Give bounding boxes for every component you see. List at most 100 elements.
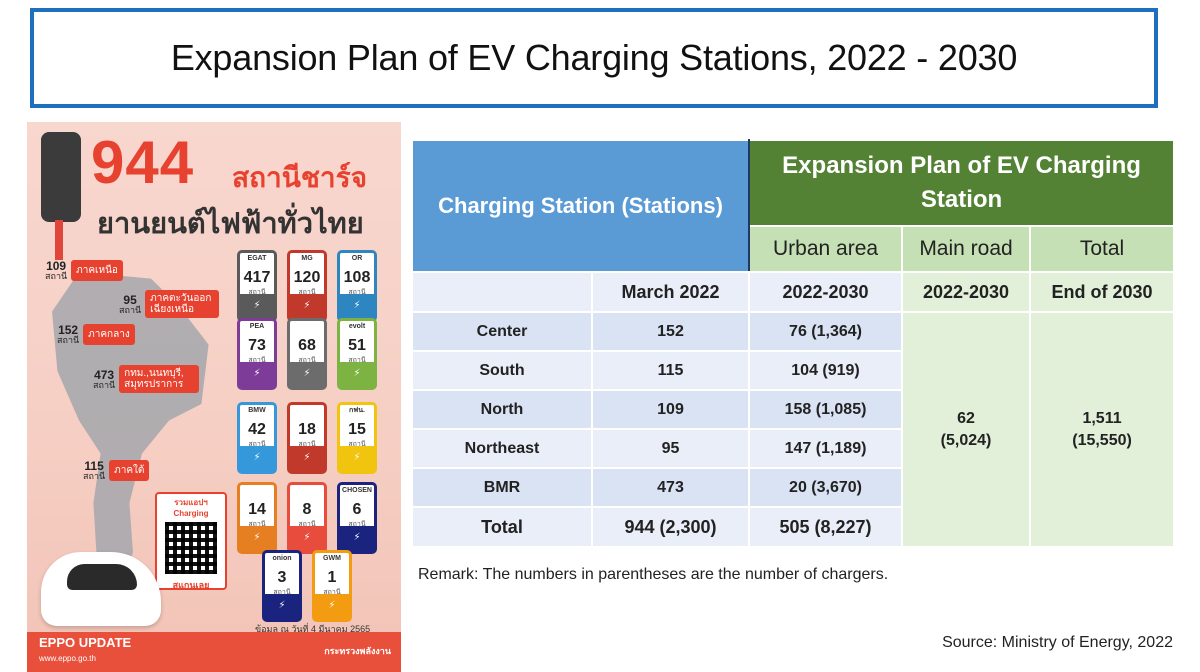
station-unit: สถานี	[298, 521, 316, 528]
region-callout: 473 สถานี กทม.,นนทบุรี, สมุทรปราการ	[93, 365, 200, 393]
infographic-heading-line2: ยานยนต์ไฟฟ้าทั่วไทย	[97, 208, 364, 240]
station-unit: สถานี	[298, 289, 316, 296]
region-label: ภาคตะวันออกเฉียงเหนือ	[145, 290, 220, 318]
charger-plug-icon	[41, 132, 81, 260]
footer-ministry: กระทรวงพลังงาน	[324, 646, 391, 656]
station-unit: สถานี	[323, 589, 341, 596]
total-urban: 505 (8,227)	[748, 506, 904, 548]
lightning-bolt-icon: ⚡	[303, 532, 311, 543]
urban-cell: 104 (919)	[748, 350, 904, 391]
header-expansion-plan: Expansion Plan of EV Charging Station	[748, 139, 1176, 227]
ev-infographic: 944 สถานีชาร์จ ยานยนต์ไฟฟ้าทั่วไทย 109 สถ…	[27, 122, 401, 672]
header-charging-station: Charging Station (Stations)	[410, 139, 751, 273]
march-cell: 109	[590, 389, 751, 430]
lightning-bolt-icon: ⚡	[253, 532, 261, 543]
urban-cell: 20 (3,670)	[748, 467, 904, 508]
station-unit: สถานี	[248, 521, 266, 528]
source-note: Source: Ministry of Energy, 2022	[942, 634, 1173, 651]
total-value: 1,511	[1082, 409, 1122, 427]
region-unit: สถานี	[45, 271, 68, 281]
region-unit: สถานี	[57, 335, 80, 345]
region-label: กทม.,นนทบุรี, สมุทรปราการ	[119, 365, 200, 393]
lightning-bolt-icon: ⚡	[353, 532, 361, 543]
qr-scan-label: สแกนเลย	[172, 580, 210, 590]
charging-station-card: OR 108 สถานี ⚡	[337, 250, 377, 322]
total-label: Total	[411, 506, 593, 548]
station-count: 15	[348, 421, 366, 438]
region-callout: 95 สถานี ภาคตะวันออกเฉียงเหนือ	[119, 290, 220, 318]
march-cell: 115	[590, 350, 751, 391]
urban-cell: 147 (1,189)	[748, 428, 904, 469]
station-unit: สถานี	[348, 521, 366, 528]
brand-logo: MG	[301, 255, 313, 262]
station-count: 120	[293, 269, 321, 286]
col-end-of-2030: End of 2030	[1029, 271, 1176, 313]
lightning-bolt-icon: ⚡	[303, 452, 311, 463]
data-date-note: ข้อมูล ณ วันที่ 4 มีนาคม 2565	[255, 624, 371, 634]
station-count: 417	[243, 269, 271, 286]
lightning-bolt-icon: ⚡	[253, 452, 261, 463]
lightning-bolt-icon: ⚡	[303, 368, 311, 379]
main-road-merged-cell: 62 (5,024)	[901, 311, 1032, 548]
brand-logo: PEA	[249, 323, 265, 330]
march-cell: 473	[590, 467, 751, 508]
march-cell: 95	[590, 428, 751, 469]
lightning-bolt-icon: ⚡	[328, 600, 336, 611]
charging-station-card: GWM 1 สถานี ⚡	[312, 550, 352, 622]
footer-site: www.eppo.go.th	[39, 654, 96, 663]
brand-logo: CHOSEN	[342, 487, 372, 494]
station-count: 73	[248, 337, 266, 354]
region-cell: Northeast	[411, 428, 593, 469]
station-count: 6	[352, 501, 362, 518]
electric-car-icon	[41, 552, 161, 626]
station-count: 1	[327, 569, 337, 586]
corner-cell	[411, 271, 593, 313]
charging-station-card: EGAT 417 สถานี ⚡	[237, 250, 277, 322]
footer-title: EPPO UPDATE	[39, 635, 132, 650]
page-title: Expansion Plan of EV Charging Stations, …	[170, 37, 1018, 78]
station-unit: สถานี	[248, 289, 266, 296]
total-merged-cell: 1,511 (15,550)	[1029, 311, 1176, 548]
region-count: 473	[94, 367, 115, 382]
infographic-footer: EPPO UPDATE www.eppo.go.th กระทรวงพลังงา…	[27, 632, 401, 672]
brand-logo	[290, 485, 324, 497]
charging-station-card: 18 สถานี ⚡	[287, 402, 327, 474]
table-row: North 109 158 (1,085)	[411, 389, 1174, 430]
brand-logo	[290, 405, 324, 417]
col-main-road-period: 2022-2030	[901, 271, 1032, 313]
charging-station-card: กฟน. 15 สถานี ⚡	[337, 402, 377, 474]
brand-logo: กฟน.	[349, 407, 365, 414]
subheader-urban-area: Urban area	[748, 225, 904, 273]
lightning-bolt-icon: ⚡	[353, 368, 361, 379]
infographic-heading-line1: สถานีชาร์จ	[232, 162, 368, 193]
main-road-chargers: (5,024)	[940, 431, 992, 449]
region-count: 95	[123, 292, 137, 307]
charging-station-card: evolt 51 สถานี ⚡	[337, 318, 377, 390]
region-label: ภาคใต้	[109, 460, 150, 481]
station-unit: สถานี	[348, 289, 366, 296]
table-total-row: Total 944 (2,300) 505 (8,227)	[411, 506, 1174, 548]
brand-logo: OR	[351, 255, 363, 262]
brand-logo: BMW	[248, 407, 266, 414]
expansion-plan-table: Charging Station (Stations) Expansion Pl…	[410, 139, 1176, 548]
main-road-value: 62	[957, 409, 975, 427]
station-count: 18	[298, 421, 316, 438]
col-urban-period: 2022-2030	[748, 271, 904, 313]
title-box: Expansion Plan of EV Charging Stations, …	[30, 8, 1158, 108]
brand-logo	[290, 321, 324, 333]
region-cell: Center	[411, 311, 593, 352]
lightning-bolt-icon: ⚡	[353, 300, 361, 311]
charging-station-card: MG 120 สถานี ⚡	[287, 250, 327, 322]
lightning-bolt-icon: ⚡	[253, 300, 261, 311]
lightning-bolt-icon: ⚡	[353, 452, 361, 463]
lightning-bolt-icon: ⚡	[303, 300, 311, 311]
station-count: 8	[302, 501, 312, 518]
region-count: 115	[84, 459, 104, 473]
station-count: 68	[298, 337, 316, 354]
region-cell: South	[411, 350, 593, 391]
qr-box: รวมแอปฯ Charging สแกนเลย	[155, 492, 227, 590]
region-callout: 115 สถานี ภาคใต้	[83, 459, 150, 481]
table-row: South 115 104 (919)	[411, 350, 1174, 391]
station-count: 108	[343, 269, 371, 286]
urban-cell: 76 (1,364)	[748, 311, 904, 352]
